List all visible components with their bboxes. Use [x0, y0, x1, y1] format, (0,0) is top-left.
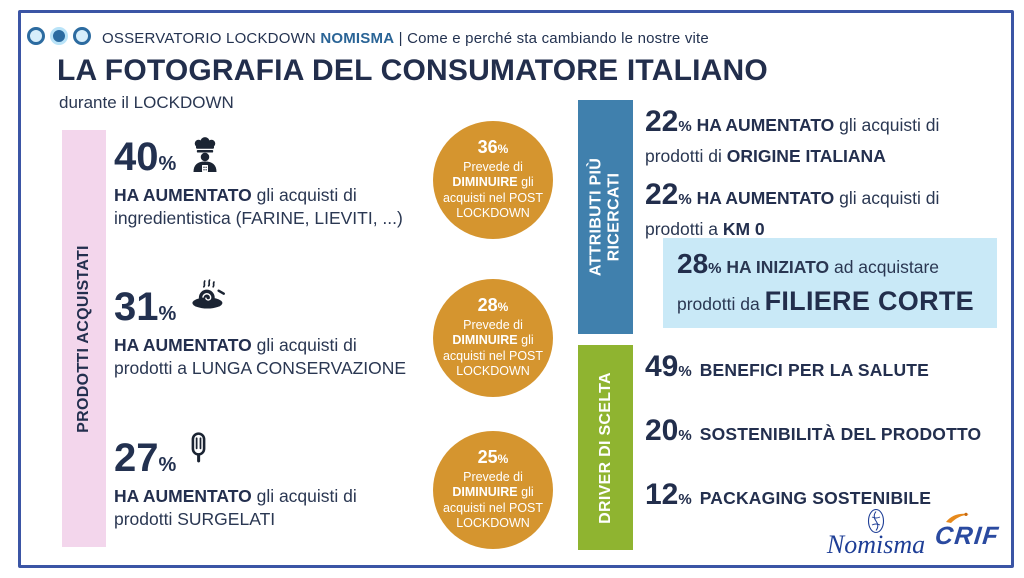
stat-ingredientistica: 40% HA AUMENTATO gli acquisti di ingredie… [114, 137, 454, 230]
highlight-filiere-corte: 28% HA INIZIATO ad acquistare prodotti d… [663, 238, 997, 328]
header-brand-nomisma: NOMISMA [320, 30, 395, 47]
dot-outline-icon [73, 27, 91, 45]
badge-text: Prevede di DIMINUIRE gli acquisti nel PO… [442, 469, 544, 531]
badge-value: 28% [477, 295, 509, 316]
header-strip: OSSERVATORIO LOCKDOWN NOMISMA | Come e p… [102, 30, 709, 47]
section-label: DRIVER DI SCELTA [596, 371, 614, 524]
section-bar-attributi: ATTRIBUTI PIÙ RICERCATI [578, 100, 633, 334]
crif-swoosh-icon [946, 512, 969, 523]
attr-km-0: 22% HA AUMENTATO gli acquisti di prodott… [645, 178, 940, 239]
attr-origine-italiana: 22% HA AUMENTATO gli acquisti di prodott… [645, 105, 940, 166]
section-bar-prodotti-acquistati: PRODOTTI ACQUISTATI [62, 130, 106, 547]
section-label: PRODOTTI ACQUISTATI [74, 244, 92, 433]
header-observatory: OSSERVATORIO LOCKDOWN [102, 30, 321, 47]
dot-filled-icon [50, 27, 68, 45]
nomisma-logo: Nomisma [818, 508, 934, 558]
chef-icon [190, 137, 220, 177]
stat-surgelati: 27% HA AUMENTATO gli acquisti di prodotti… [114, 432, 454, 531]
stat-lunga-conservazione: 31% HA AUMENTATO gli acquisti di prodotti… [114, 279, 454, 380]
header-tagline: Come e perché sta cambiando le nostre vi… [407, 30, 709, 47]
header-separator: | [394, 30, 408, 47]
dot-outline-icon [27, 27, 45, 45]
post-lockdown-badge-36: 36% Prevede di DIMINUIRE gli acquisti ne… [433, 121, 553, 239]
crif-logo-text: CRIF [933, 522, 1001, 550]
section-bar-driver-di-scelta: DRIVER DI SCELTA [578, 345, 633, 550]
driver-sostenibilita: 20% SOSTENIBILITÀ DEL PRODOTTO [645, 414, 982, 447]
badge-text: Prevede di DIMINUIRE gli acquisti nel PO… [442, 159, 544, 221]
stat-value: 31% [114, 285, 177, 329]
stat-description: HA AUMENTATO gli acquisti di ingredientis… [114, 185, 403, 229]
driver-benefici-salute: 49% BENEFICI PER LA SALUTE [645, 350, 930, 383]
stat-value: 27% [114, 436, 177, 480]
page-title: LA FOTOGRAFIA DEL CONSUMATORE ITALIANO [57, 54, 768, 87]
page-subtitle: durante il LOCKDOWN [59, 93, 234, 112]
badge-text: Prevede di DIMINUIRE gli acquisti nel PO… [442, 317, 544, 379]
pasta-dish-icon [190, 278, 226, 315]
crif-logo: CRIF [933, 512, 1015, 550]
section-label: ATTRIBUTI PIÙ RICERCATI [587, 157, 623, 277]
post-lockdown-badge-28: 28% Prevede di DIMINUIRE gli acquisti ne… [433, 279, 553, 397]
driver-packaging: 12% PACKAGING SOSTENIBILE [645, 478, 932, 511]
post-lockdown-badge-25: 25% Prevede di DIMINUIRE gli acquisti ne… [433, 431, 553, 549]
stat-value: 40% [114, 135, 177, 179]
stat-description: HA AUMENTATO gli acquisti di prodotti SUR… [114, 486, 357, 530]
brand-dots-icon [27, 27, 96, 45]
badge-value: 25% [477, 447, 509, 468]
badge-value: 36% [477, 137, 509, 158]
stat-description: HA AUMENTATO gli acquisti di prodotti a L… [114, 335, 407, 379]
nomisma-logo-text: Nomisma [826, 530, 926, 559]
popsicle-icon [190, 432, 207, 472]
